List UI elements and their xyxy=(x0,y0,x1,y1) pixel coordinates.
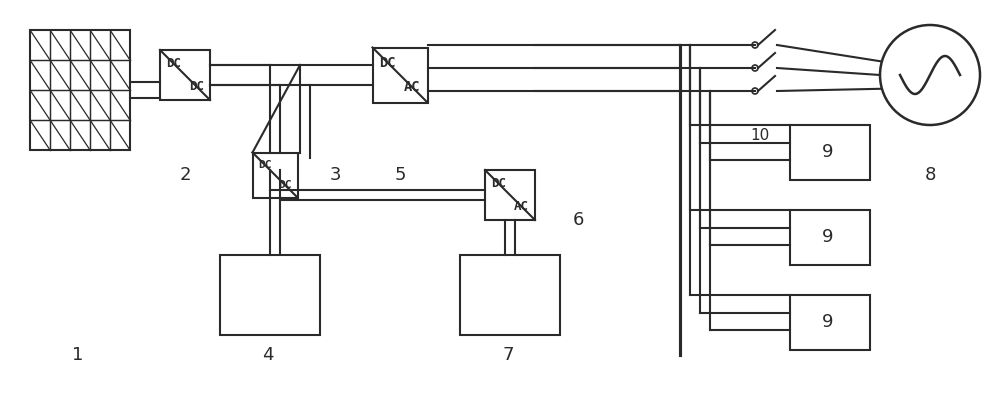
Text: 1: 1 xyxy=(72,346,84,364)
Bar xyxy=(790,210,870,265)
Text: 5: 5 xyxy=(394,166,406,184)
Text: 9: 9 xyxy=(822,228,834,246)
Text: 9: 9 xyxy=(822,143,834,161)
Text: DC: DC xyxy=(379,55,396,69)
Text: 7: 7 xyxy=(502,346,514,364)
Bar xyxy=(30,30,130,150)
Text: 3: 3 xyxy=(329,166,341,184)
Bar xyxy=(485,170,535,220)
Bar xyxy=(790,295,870,350)
Text: AC: AC xyxy=(514,200,529,213)
Text: DC: DC xyxy=(258,160,272,170)
Text: AC: AC xyxy=(404,80,421,95)
Text: DC: DC xyxy=(189,80,204,93)
Text: 10: 10 xyxy=(750,128,770,142)
Bar xyxy=(372,47,428,103)
Text: 2: 2 xyxy=(179,166,191,184)
Bar xyxy=(220,255,320,335)
Bar xyxy=(252,152,298,198)
Text: 6: 6 xyxy=(572,211,584,229)
Text: DC: DC xyxy=(491,177,506,190)
Text: 8: 8 xyxy=(924,166,936,184)
Text: 9: 9 xyxy=(822,313,834,331)
Text: DC: DC xyxy=(278,180,292,190)
Text: 4: 4 xyxy=(262,346,274,364)
Bar xyxy=(790,125,870,180)
Text: DC: DC xyxy=(166,57,181,70)
Bar xyxy=(460,255,560,335)
Bar xyxy=(160,50,210,100)
